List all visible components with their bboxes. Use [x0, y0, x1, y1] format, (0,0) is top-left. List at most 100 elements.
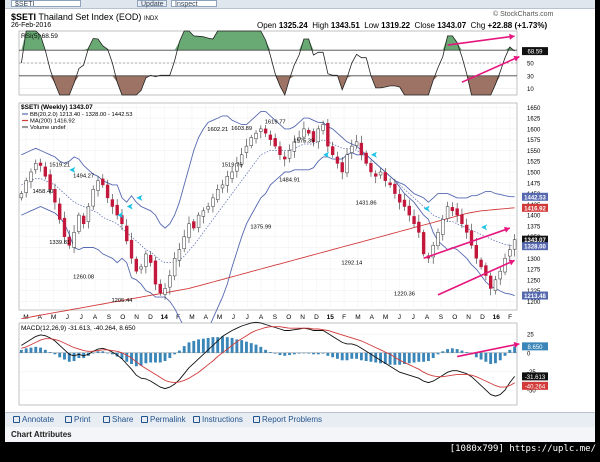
price-tick-label: 1625 — [527, 117, 541, 123]
permalink-button[interactable]: Permalink — [141, 415, 186, 424]
candle-body — [479, 259, 483, 268]
candle-body — [220, 184, 225, 189]
candle-body — [345, 154, 349, 174]
series-bb-middle — [21, 139, 515, 263]
candle-body — [48, 174, 52, 190]
price-value-label: 1213.48 — [524, 294, 546, 300]
macd-histogram-bar — [144, 352, 148, 364]
macd-histogram-bar — [134, 352, 138, 367]
low-value: 1319.22 — [381, 21, 411, 30]
macd-histogram-bar — [460, 350, 464, 353]
candle-body — [465, 224, 469, 233]
candle-body — [187, 223, 191, 238]
candle-body — [53, 189, 57, 203]
cyan-arrow-icon — [69, 166, 76, 173]
macd-tick-label: 25 — [527, 333, 534, 339]
share-button[interactable]: Share — [103, 415, 133, 424]
x-tick-label: A — [93, 314, 98, 321]
x-tick-label: A — [425, 314, 430, 321]
candle-body — [297, 137, 301, 140]
candle-body — [388, 182, 392, 186]
macd-histogram-bar — [484, 352, 488, 362]
x-tick-label: J — [246, 314, 249, 321]
candle-body — [230, 171, 234, 179]
report-problems-button[interactable]: Report Problems — [253, 415, 322, 424]
candle-body — [120, 215, 124, 224]
candle-body — [177, 249, 182, 261]
candle-body — [330, 146, 335, 155]
price-tick-label: 1275 — [527, 268, 541, 274]
candle-body — [484, 265, 488, 276]
chg-value: +22.88 (+1.73%) — [487, 21, 548, 30]
candle-body — [335, 156, 340, 164]
macd-histogram-bar — [235, 339, 239, 353]
cyan-arrow-icon — [423, 205, 430, 212]
candle-body — [450, 207, 455, 212]
macd-histogram-bar — [154, 352, 157, 363]
macd-histogram-bar — [326, 352, 330, 356]
update-button[interactable]: Update — [137, 0, 167, 8]
candle-body — [354, 141, 359, 146]
macd-histogram-bar — [278, 352, 282, 356]
macd-histogram-bar — [192, 340, 196, 353]
instructions-label: Instructions — [202, 415, 243, 424]
instructions-button[interactable]: Instructions — [193, 415, 243, 424]
macd-histogram-bar — [149, 352, 153, 363]
candle-body — [316, 128, 320, 143]
macd-legend: MACD(12,26,9) -31.613, -40.264, 8.650 — [21, 325, 136, 332]
macd-histogram-bar — [292, 352, 296, 355]
ohlc-readout: Open 1325.24 High 1343.51 Low 1319.22 Cl… — [257, 21, 547, 30]
cyan-arrow-icon — [126, 203, 133, 210]
candle-body — [455, 208, 459, 216]
chart-attributes-section[interactable]: Chart Attributes — [5, 427, 595, 442]
price-tick-label: 1600 — [527, 127, 541, 133]
candle-body — [311, 131, 316, 143]
share-icon — [103, 416, 110, 423]
macd-histogram-bar — [479, 352, 483, 360]
macd-histogram-bar — [19, 349, 23, 353]
price-annotation: 1602.21 — [207, 127, 228, 133]
price-tick-label: 1375 — [527, 224, 541, 230]
candle-body — [340, 162, 344, 173]
macd-histogram-bar — [201, 338, 205, 353]
candle-body — [474, 245, 478, 259]
candle-body — [431, 245, 435, 258]
price-annotation: 1603.89 — [231, 126, 252, 132]
rsi-below-fill — [19, 75, 517, 95]
series-bb-lower — [21, 152, 515, 341]
candle-body — [34, 163, 38, 171]
print-button[interactable]: Print — [65, 415, 90, 424]
macd-histogram-bar — [379, 352, 382, 364]
annotate-button[interactable]: Annotate — [13, 415, 54, 424]
candle-body — [498, 270, 502, 280]
symbol-field[interactable]: $SETI — [11, 0, 81, 8]
candle-body — [148, 254, 153, 263]
candle-body — [378, 171, 383, 176]
x-tick-label: O — [120, 314, 125, 321]
x-tick-label: 14 — [161, 314, 169, 321]
cyan-arrow-icon — [323, 151, 330, 158]
macd-histogram-bar — [158, 352, 162, 363]
macd-histogram-bar — [197, 339, 201, 353]
x-tick-label: O — [452, 314, 457, 321]
price-annotation: 1619.77 — [265, 119, 286, 125]
macd-histogram-bar — [48, 352, 52, 353]
candle-body — [134, 258, 139, 272]
candle-body — [58, 203, 62, 220]
x-tick-label: M — [383, 314, 388, 321]
chart-window: $SETI Update Inspect $SETI Thailand Set … — [5, 0, 595, 442]
price-annotation: 1220.36 — [394, 292, 415, 298]
candle-body — [259, 128, 263, 132]
candle-body — [359, 142, 364, 155]
candle-body — [163, 288, 167, 295]
macd-value-label: 8.650 — [527, 345, 543, 351]
macd-histogram-bar — [206, 337, 210, 353]
candle-body — [201, 210, 206, 217]
link-icon — [141, 416, 148, 423]
candle-body — [192, 221, 196, 229]
cyan-arrow-icon — [481, 224, 488, 231]
candle-body — [211, 197, 215, 207]
macd-histogram-bar — [345, 352, 349, 361]
inspect-button[interactable]: Inspect — [171, 0, 217, 8]
candle-body — [383, 172, 388, 181]
